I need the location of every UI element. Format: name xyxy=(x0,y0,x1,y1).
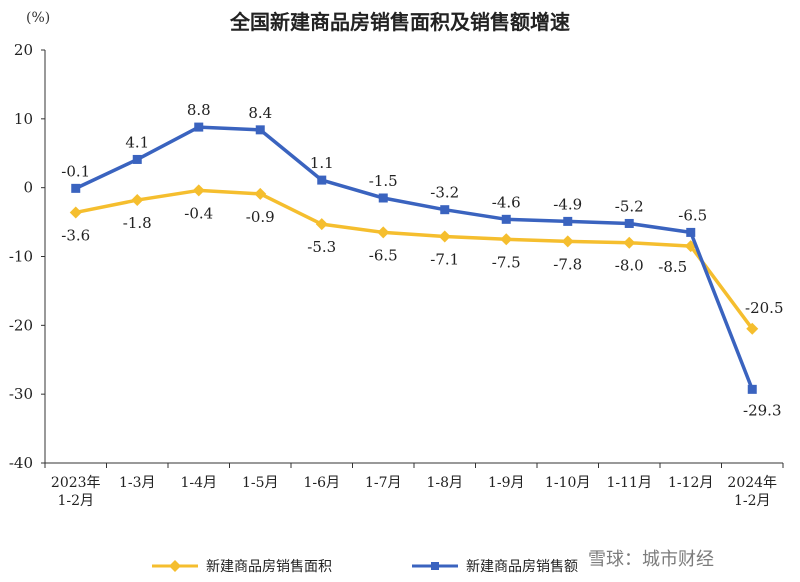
series-line-1 xyxy=(75,125,754,390)
y-axis-unit: (%) xyxy=(26,10,51,26)
data-label: -6.5 xyxy=(369,246,398,264)
data-point xyxy=(501,214,511,224)
chart-title: 全国新建商品房销售面积及销售额增速 xyxy=(230,10,570,34)
x-tick-label: 1-9月 xyxy=(488,475,525,491)
data-point xyxy=(317,175,327,185)
series-line-0 xyxy=(75,188,754,330)
data-point xyxy=(563,216,573,226)
data-point xyxy=(623,236,636,249)
data-label: -0.1 xyxy=(61,162,90,180)
data-point xyxy=(69,206,82,219)
data-label: 8.8 xyxy=(187,101,211,119)
data-label: -1.5 xyxy=(369,172,398,190)
x-tick-label: 1-4月 xyxy=(180,475,217,491)
data-point xyxy=(131,194,144,207)
data-label: 8.4 xyxy=(248,104,272,122)
y-tick-label: 20 xyxy=(14,41,33,59)
data-point xyxy=(500,233,513,246)
data-label: -4.9 xyxy=(553,195,582,213)
data-label: -1.8 xyxy=(123,214,152,232)
legend-label-area: 新建商品房销售面积 xyxy=(206,559,332,575)
data-label: -5.3 xyxy=(307,238,336,256)
legend-item-area: 新建商品房销售面积 xyxy=(150,556,332,576)
data-point xyxy=(747,384,757,394)
x-tick-label: 1-5月 xyxy=(242,475,279,491)
data-point xyxy=(440,205,450,215)
data-label: -5.2 xyxy=(615,197,644,215)
data-label: -6.5 xyxy=(678,206,707,224)
y-tick-label: -20 xyxy=(9,316,33,334)
data-point xyxy=(254,187,267,200)
y-tick-label: -10 xyxy=(9,248,33,266)
data-label: -7.5 xyxy=(492,253,521,271)
data-label: -8.5 xyxy=(658,258,687,276)
x-tick-label: 2023年 xyxy=(51,475,101,491)
x-tick-label: 1-2月 xyxy=(734,493,771,509)
data-label: -4.6 xyxy=(492,193,521,211)
data-label: -29.3 xyxy=(743,401,781,419)
data-point xyxy=(377,226,390,239)
x-tick-label: 1-7月 xyxy=(365,475,402,491)
data-point xyxy=(438,230,451,243)
data-point xyxy=(378,193,388,203)
y-tick-label: 10 xyxy=(14,110,33,128)
legend-marker-sales xyxy=(412,562,458,570)
data-point xyxy=(71,183,81,193)
x-tick-label: 1-3月 xyxy=(119,475,156,491)
legend-label-sales: 新建商品房销售额 xyxy=(466,559,578,575)
y-tick-label: -30 xyxy=(9,385,33,403)
data-label: 4.1 xyxy=(125,133,149,151)
x-tick-label: 1-8月 xyxy=(426,475,463,491)
x-tick-label: 1-12月 xyxy=(668,475,713,491)
data-point xyxy=(686,227,696,237)
legend-item-sales: 新建商品房销售额 xyxy=(410,556,578,576)
x-tick-label: 1-10月 xyxy=(545,475,590,491)
x-tick-label: 2024年 xyxy=(727,475,777,491)
x-tick-label: 1-11月 xyxy=(607,475,652,491)
legend-marker-area xyxy=(152,560,198,572)
data-label: -3.2 xyxy=(430,184,459,202)
data-label: -8.0 xyxy=(615,257,644,275)
data-point xyxy=(624,218,634,228)
data-label: -3.6 xyxy=(61,226,90,244)
data-label: -7.8 xyxy=(553,255,582,273)
data-point xyxy=(192,184,205,197)
y-tick-label: 0 xyxy=(23,179,33,197)
data-point xyxy=(746,322,759,335)
data-label: -0.4 xyxy=(184,204,213,222)
data-label: -20.5 xyxy=(745,299,783,317)
data-label: -0.9 xyxy=(246,208,275,226)
x-tick-label: 1-2月 xyxy=(57,493,94,509)
watermark: 雪球：城市财经 xyxy=(588,549,714,570)
data-label: 1.1 xyxy=(310,154,334,172)
x-tick-label: 1-6月 xyxy=(303,475,340,491)
data-label: -7.1 xyxy=(430,251,459,269)
y-tick-label: -40 xyxy=(9,454,33,472)
data-point xyxy=(132,154,142,164)
data-point xyxy=(255,125,265,135)
data-point xyxy=(561,235,574,248)
data-point xyxy=(315,218,328,231)
data-point xyxy=(194,122,204,132)
